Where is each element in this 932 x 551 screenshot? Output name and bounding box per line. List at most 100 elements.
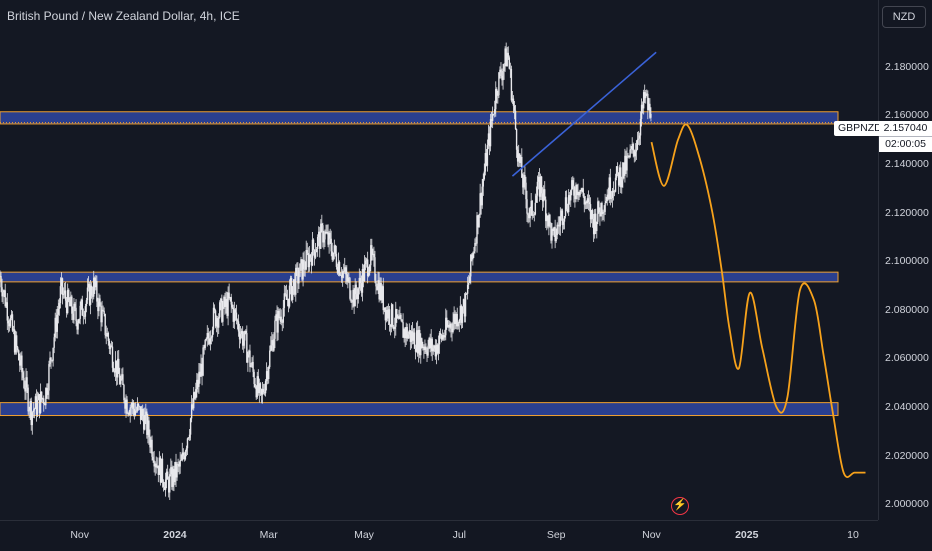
candle-body-384: [399, 314, 401, 319]
candle-body-61: [62, 293, 65, 295]
candle-body-333: [346, 274, 348, 282]
candle-body-389: [404, 328, 406, 338]
candle-body-470: [488, 133, 491, 147]
candle-body-521: [541, 193, 544, 202]
candle-body-196: [203, 347, 205, 349]
candle-body-132: [136, 403, 139, 411]
candle-body-207: [214, 310, 217, 327]
candle-body-297: [308, 254, 311, 268]
candle-body-397: [412, 332, 415, 341]
candle-body-292: [303, 259, 305, 270]
candle-body-524: [545, 199, 547, 222]
candle-body-135: [139, 406, 142, 420]
candle-body-597: [621, 180, 623, 188]
candle-body-574: [597, 201, 599, 222]
candle-body-110: [113, 371, 116, 373]
candle-body-387: [402, 322, 404, 338]
price-scale[interactable]: [878, 0, 932, 520]
currency-button[interactable]: NZD: [882, 6, 926, 28]
candle-body-359: [373, 253, 375, 258]
candle-body-620: [645, 93, 647, 99]
candle-body-64: [65, 300, 68, 314]
candle-body-213: [221, 298, 223, 322]
candle-body-428: [445, 317, 447, 336]
candle-body-170: [176, 464, 178, 478]
candle-body-390: [405, 327, 407, 338]
candle-body-544: [565, 197, 568, 210]
candle-body-415: [431, 338, 433, 352]
candle-body-377: [391, 304, 394, 327]
x-tick-label: May: [354, 529, 374, 541]
candle-body-593: [616, 166, 619, 173]
candle-body-483: [502, 71, 504, 81]
candle-body-10: [9, 317, 12, 327]
candle-body-503: [523, 174, 525, 188]
candle-body-257: [266, 371, 269, 380]
candle-body-147: [152, 456, 154, 461]
candle-body-109: [112, 367, 115, 372]
candle-body-605: [629, 149, 631, 157]
lightning-icon[interactable]: ⚡: [671, 497, 689, 515]
candle-body-8: [7, 320, 10, 324]
candle-body-608: [632, 143, 634, 151]
candle-body-529: [550, 223, 552, 241]
candle-body-185: [191, 404, 194, 409]
candle-body-380: [395, 309, 397, 327]
y-tick-label: 2.080000: [885, 303, 929, 316]
candle-body-66: [68, 289, 70, 301]
candle-body-218: [226, 299, 228, 316]
candle-body-2: [1, 287, 3, 297]
candle-body-578: [601, 203, 603, 215]
candle-body-87: [89, 285, 92, 305]
candle-body-285: [296, 267, 298, 269]
candle-body-579: [602, 211, 604, 215]
candle-body-365: [379, 283, 381, 300]
candle-body-31: [31, 412, 33, 426]
candle-body-340: [353, 289, 355, 307]
candle-body-449: [466, 284, 469, 294]
candle-body-55: [56, 314, 58, 332]
y-tick-label: 2.060000: [885, 352, 929, 365]
candle-body-488: [507, 52, 509, 58]
y-tick-label: 2.020000: [885, 449, 929, 462]
candle-body-51: [52, 347, 54, 361]
candle-body-9: [8, 323, 11, 327]
candle-body-423: [439, 333, 442, 336]
candle-body-312: [324, 231, 326, 240]
candle-body-526: [547, 215, 549, 227]
candle-body-447: [464, 293, 467, 317]
candle-body-70: [72, 313, 74, 320]
candle-body-294: [305, 249, 307, 270]
candle-body-545: [566, 209, 569, 213]
candle-body-511: [531, 200, 533, 216]
candle-body-101: [104, 314, 106, 336]
candle-body-441: [458, 319, 461, 324]
candle-body-376: [390, 304, 393, 327]
candle-body-295: [306, 249, 308, 253]
candle-body-17: [17, 347, 19, 351]
candle-body-106: [109, 345, 112, 349]
candle-body-219: [227, 292, 229, 316]
candle-body-323: [335, 253, 338, 267]
candle-body-69: [71, 296, 73, 314]
candle-body-338: [351, 301, 353, 303]
candle-body-342: [355, 284, 357, 295]
candle-body-440: [457, 323, 459, 327]
time-scale[interactable]: [0, 520, 878, 551]
candle-body-364: [378, 280, 380, 300]
candle-body-358: [372, 253, 374, 256]
candle-body-455: [473, 251, 475, 254]
candle-body-585: [608, 177, 610, 200]
candle-body-496: [515, 129, 518, 150]
candle-body-45: [46, 388, 48, 395]
candle-body-205: [212, 307, 215, 330]
candle-body-174: [180, 460, 182, 461]
candle-body-353: [366, 259, 369, 277]
x-tick-label: 10: [847, 529, 859, 541]
candle-body-173: [179, 460, 181, 467]
candle-body-121: [125, 399, 127, 409]
candle-body-350: [363, 264, 366, 282]
candle-body-348: [361, 269, 364, 293]
candle-body-569: [591, 210, 594, 219]
candle-body-95: [98, 298, 100, 312]
